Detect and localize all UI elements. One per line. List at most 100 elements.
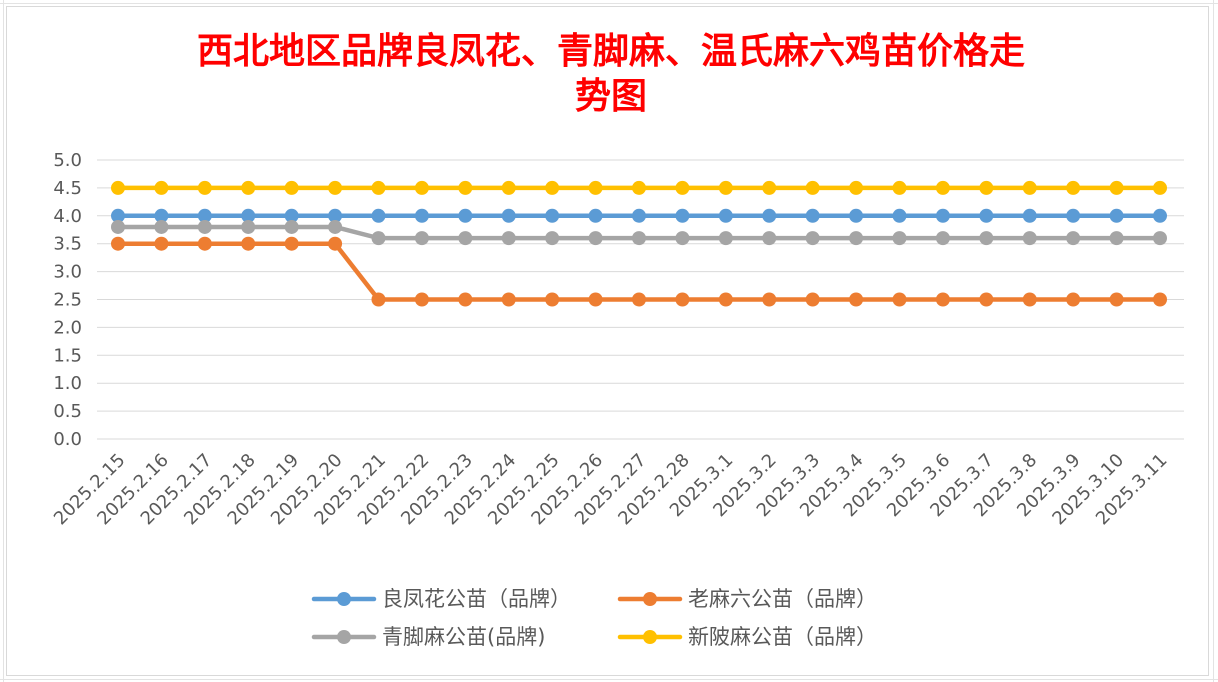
data-point: [371, 208, 386, 223]
legend-label: 青脚麻公苗(品牌): [382, 625, 545, 649]
data-point: [935, 231, 950, 246]
data-point: [1066, 208, 1081, 223]
sheet-column-line: [3, 0, 4, 682]
legend-item[interactable]: 青脚麻公苗(品牌): [311, 625, 545, 649]
y-tick-label: 0.5: [53, 401, 82, 422]
data-point: [718, 180, 733, 195]
y-tick-label: 2.5: [53, 290, 82, 311]
data-point: [328, 219, 343, 234]
legend: 良凤花公苗（品牌） 老麻六公苗（品牌） 青脚麻公苗(品牌) 新陂麻公苗（品牌）: [311, 587, 877, 649]
data-point: [197, 208, 212, 223]
data-point: [632, 180, 646, 195]
data-point: [762, 208, 777, 223]
series-1: [111, 208, 1167, 223]
data-point: [414, 231, 429, 246]
data-point: [501, 180, 516, 195]
data-point: [979, 180, 994, 195]
data-point: [979, 231, 994, 246]
data-point: [1066, 180, 1081, 195]
data-point: [1109, 231, 1124, 246]
data-point: [588, 208, 603, 223]
data-point: [632, 208, 646, 223]
data-point: [762, 292, 777, 307]
data-point: [1022, 180, 1037, 195]
y-tick-label: 3.0: [53, 262, 82, 283]
data-point: [762, 180, 777, 195]
series-4: [111, 180, 1167, 195]
data-point: [718, 231, 733, 246]
y-tick-label: 2.0: [53, 317, 82, 338]
data-point: [762, 231, 777, 246]
data-point: [1022, 208, 1037, 223]
y-tick-label: 3.5: [53, 234, 82, 255]
series-3: [111, 219, 1167, 246]
data-point: [328, 236, 343, 251]
data-point: [805, 180, 820, 195]
data-point: [1109, 208, 1124, 223]
y-tick-label: 0.0: [53, 429, 82, 450]
legend-item[interactable]: 良凤花公苗（品牌）: [311, 587, 571, 611]
data-point: [935, 292, 950, 307]
data-point: [632, 292, 646, 307]
data-point: [1153, 208, 1167, 223]
data-point: [718, 292, 733, 307]
data-point: [371, 292, 386, 307]
data-point: [545, 231, 560, 246]
data-point: [545, 180, 560, 195]
data-point: [935, 180, 950, 195]
data-point: [1066, 292, 1081, 307]
data-point: [111, 208, 125, 223]
data-point: [328, 180, 343, 195]
data-point: [675, 231, 690, 246]
data-point: [111, 180, 125, 195]
data-point: [849, 292, 864, 307]
chart-title: 西北地区品牌良凤花、青脚麻、温氏麻六鸡苗价格走 势图: [197, 30, 1025, 117]
data-point: [588, 180, 603, 195]
y-tick-label: 4.0: [53, 206, 82, 227]
data-point: [979, 208, 994, 223]
data-point: [284, 208, 299, 223]
legend-swatch-marker: [337, 630, 351, 644]
data-point: [675, 180, 690, 195]
data-point: [1109, 180, 1124, 195]
data-point: [849, 208, 864, 223]
data-point: [458, 292, 473, 307]
data-point: [1066, 231, 1081, 246]
legend-swatch-marker: [643, 592, 657, 606]
data-point: [241, 180, 256, 195]
legend-label: 老麻六公苗（品牌）: [688, 587, 877, 611]
data-point: [805, 208, 820, 223]
chart-object[interactable]: 西北地区品牌良凤花、青脚麻、温氏麻六鸡苗价格走 势图 0.0 0.5 1.0 1.5 2…: [6, 6, 1209, 676]
data-point: [501, 231, 516, 246]
data-point: [805, 292, 820, 307]
legend-swatch-marker: [643, 630, 657, 644]
x-axis-tick-labels: 2025.2.152025.2.162025.2.172025.2.182025…: [50, 450, 1172, 530]
series-lines: [111, 180, 1167, 307]
legend-item[interactable]: 新陂麻公苗（品牌）: [617, 625, 877, 649]
legend-swatch-marker: [337, 592, 351, 606]
series-2: [111, 236, 1167, 307]
sheet-row-line: [0, 679, 1218, 680]
data-point: [545, 292, 560, 307]
data-point: [892, 208, 907, 223]
data-point: [414, 180, 429, 195]
legend-item[interactable]: 老麻六公苗（品牌）: [617, 587, 877, 611]
data-point: [892, 231, 907, 246]
y-tick-label: 1.0: [53, 373, 82, 394]
data-point: [284, 219, 299, 234]
data-point: [501, 292, 516, 307]
data-point: [805, 231, 820, 246]
data-point: [414, 208, 429, 223]
data-point: [154, 208, 169, 223]
data-point: [371, 180, 386, 195]
data-point: [849, 180, 864, 195]
data-point: [1153, 292, 1167, 307]
y-axis-tick-labels: 0.0 0.5 1.0 1.5 2.0 2.5 3.0 3.5 4.0 4.5 5.0: [53, 150, 82, 450]
data-point: [371, 231, 386, 246]
y-tick-label: 5.0: [53, 150, 82, 171]
data-point: [458, 231, 473, 246]
data-point: [414, 292, 429, 307]
data-point: [154, 219, 169, 234]
data-point: [241, 236, 256, 251]
